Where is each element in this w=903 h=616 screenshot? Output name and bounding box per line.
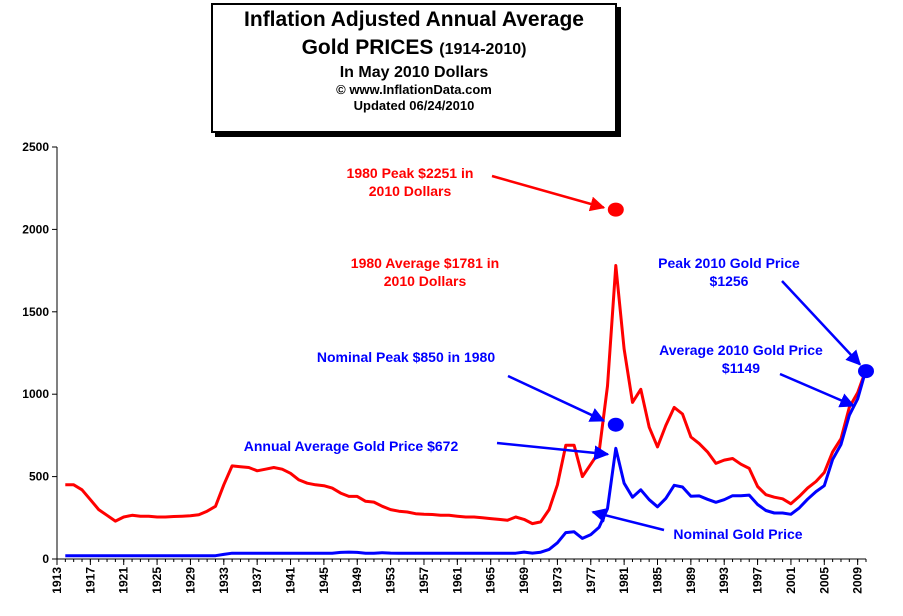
annotation-line: 2010 Dollars bbox=[384, 273, 467, 289]
arrow-peak-adjusted bbox=[491, 174, 606, 212]
x-tick-label: 1973 bbox=[550, 567, 564, 594]
x-tick-label: 1949 bbox=[350, 567, 364, 594]
annotation-line: 2010 Dollars bbox=[369, 183, 452, 199]
title-main: Gold PRICES bbox=[301, 36, 434, 59]
marker-dot-0 bbox=[607, 202, 624, 217]
annotation-line: $1256 bbox=[710, 273, 749, 289]
annotation-nominal: Nominal Gold Price bbox=[673, 526, 802, 542]
title-range: (1914-2010) bbox=[439, 41, 527, 58]
y-tick-label: 0 bbox=[42, 552, 49, 566]
chart-series bbox=[65, 264, 868, 558]
annotation-line: Nominal Peak $850 in 1980 bbox=[317, 349, 495, 365]
annotation-avg-2010: Average 2010 Gold Price $1149 bbox=[659, 342, 823, 376]
annotation-line: Average 2010 Gold Price bbox=[659, 342, 823, 358]
chart-axes: 0 500 1000 1500 2000 2500 1913 1917 1921 1925 1929… bbox=[22, 140, 867, 594]
marker-dot-2 bbox=[858, 364, 874, 379]
x-tick-label: 1941 bbox=[284, 567, 298, 594]
annotation-line: Nominal Gold Price bbox=[673, 526, 802, 542]
y-tick-label: 2000 bbox=[22, 222, 49, 236]
y-tick-label: 2500 bbox=[22, 140, 49, 154]
x-tick-label: 1925 bbox=[150, 567, 164, 594]
title-line-1: Inflation Adjusted Annual Average bbox=[244, 8, 584, 31]
chart-arrows bbox=[491, 174, 862, 532]
x-tick-label: 1989 bbox=[684, 567, 698, 594]
x-tick-label: 1917 bbox=[83, 567, 97, 594]
x-tick-label: 1961 bbox=[450, 567, 464, 594]
chart-title-box: Inflation Adjusted Annual Average Gold P… bbox=[211, 3, 617, 133]
copyright-text: © www.InflationData.com bbox=[336, 82, 492, 97]
x-tick-label: 1945 bbox=[317, 567, 331, 594]
x-tick-label: 1937 bbox=[250, 567, 264, 594]
annotation-peak-2010: Peak 2010 Gold Price $1256 bbox=[658, 255, 800, 289]
x-tick-label: 1985 bbox=[650, 567, 664, 594]
subtitle-dollars: In May 2010 Dollars bbox=[339, 64, 489, 81]
marker-dot-1 bbox=[607, 417, 624, 432]
x-tick-label: 1977 bbox=[584, 567, 598, 594]
annotation-peak-adj: 1980 Peak $2251 in 2010 Dollars bbox=[347, 165, 474, 199]
y-tick-label: 1000 bbox=[22, 387, 49, 401]
annotation-line: Annual Average Gold Price $672 bbox=[244, 438, 459, 454]
x-tick-label: 1913 bbox=[50, 567, 64, 594]
y-tick-label: 500 bbox=[29, 470, 49, 484]
x-tick-label: 1993 bbox=[717, 567, 731, 594]
arrow-nominal-line bbox=[591, 508, 665, 532]
y-tick-label: 1500 bbox=[22, 305, 49, 319]
x-tick-label: 1957 bbox=[417, 567, 431, 594]
x-tick-label: 2009 bbox=[851, 567, 865, 594]
x-tick-label: 1997 bbox=[751, 567, 765, 594]
arrow-average-2010 bbox=[779, 372, 856, 408]
arrow-nominal-peak bbox=[507, 374, 606, 422]
x-tick-label: 2005 bbox=[817, 567, 831, 594]
x-tick-label: 1929 bbox=[183, 567, 197, 594]
annotation-nom-peak: Nominal Peak $850 in 1980 bbox=[317, 349, 495, 365]
arrow-annual-average bbox=[496, 441, 610, 461]
x-tick-label: 2001 bbox=[784, 567, 798, 594]
title-line-2: Gold PRICES (1914-2010) bbox=[213, 35, 615, 63]
arrow-peak-2010 bbox=[781, 280, 862, 366]
x-tick-label: 1933 bbox=[217, 567, 231, 594]
updated-date: Updated 06/24/2010 bbox=[353, 98, 475, 113]
x-tick-label: 1969 bbox=[517, 567, 531, 594]
chart-markers bbox=[607, 202, 874, 432]
adjusted-price-line bbox=[65, 264, 868, 526]
annotation-line: $1149 bbox=[722, 360, 760, 376]
x-tick-label: 1965 bbox=[484, 567, 498, 594]
annotation-line: 1980 Peak $2251 in bbox=[347, 165, 474, 181]
x-tick-label: 1953 bbox=[384, 567, 398, 594]
annotation-annual-avg: Annual Average Gold Price $672 bbox=[244, 438, 459, 454]
x-tick-label: 1981 bbox=[617, 567, 631, 594]
x-tick-label: 1921 bbox=[117, 567, 131, 594]
annotation-line: 1980 Average $1781 in bbox=[351, 255, 499, 271]
annotation-line: Peak 2010 Gold Price bbox=[658, 255, 800, 271]
annotation-avg-adj: 1980 Average $1781 in 2010 Dollars bbox=[351, 255, 499, 289]
nominal-price-line bbox=[65, 369, 868, 558]
